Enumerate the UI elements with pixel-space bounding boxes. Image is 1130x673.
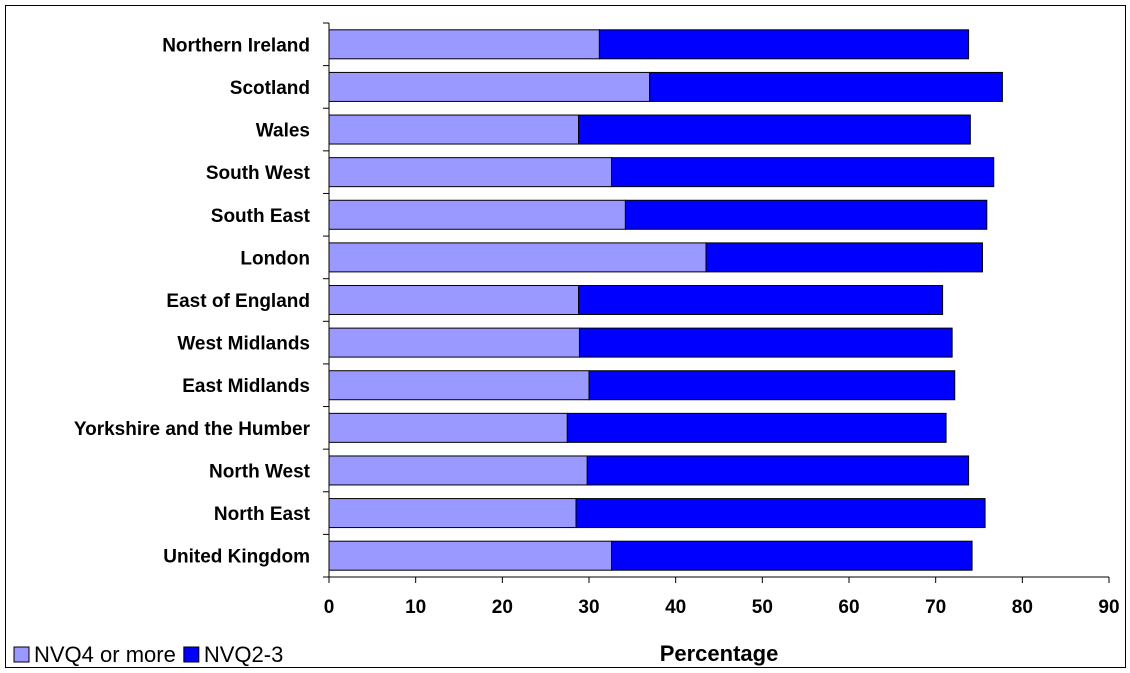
legend-swatch-nvq2-3: [183, 646, 200, 663]
x-tick-label: 20: [492, 597, 513, 618]
category-label: Northern Ireland: [162, 35, 310, 56]
bar-nvq2-3-south-west: [611, 157, 995, 188]
bar-nvq2-3-northern-ireland: [598, 29, 970, 60]
bar-nvq4-east-midlands: [328, 370, 590, 401]
bar-nvq4-scotland: [328, 71, 651, 102]
bar-nvq2-3-scotland: [649, 71, 1003, 102]
x-axis: 0 10 20 30 40 50 60 70 80 90: [323, 22, 1120, 618]
category-labels: United Kingdom North East North West Yorksh…: [74, 35, 311, 567]
bar-nvq4-yorkshire-and-the-humber: [328, 412, 568, 443]
bar-nvq4-united-kingdom: [328, 540, 613, 571]
bar-nvq2-3-north-west: [586, 455, 970, 486]
bar-nvq4-east-of-england: [328, 285, 580, 315]
bar-nvq2-3-north-east: [575, 498, 986, 529]
x-tick-label: 0: [324, 597, 335, 618]
category-label: West Midlands: [177, 334, 310, 355]
bar-nvq4-northern-ireland: [328, 29, 600, 60]
x-tick-label: 30: [578, 597, 599, 618]
x-tick-label: 40: [665, 597, 686, 618]
bar-nvq4-north-east: [328, 498, 577, 529]
bar-nvq2-3-wales: [578, 114, 971, 145]
category-label: Wales: [256, 121, 310, 142]
bar-nvq2-3-yorkshire-and-the-humber: [566, 412, 947, 443]
category-label: North West: [209, 461, 311, 482]
bar-nvq2-3-london: [705, 242, 983, 273]
bar-nvq2-3-west-midlands: [578, 327, 953, 358]
category-label: Scotland: [230, 78, 310, 99]
x-axis-title: Percentage: [660, 641, 779, 666]
bar-nvq4-north-west: [328, 455, 588, 486]
category-label: South East: [211, 206, 311, 227]
x-tick-label: 80: [1012, 597, 1033, 618]
bar-nvq2-3-south-east: [624, 199, 988, 230]
category-label: Yorkshire and the Humber: [74, 419, 311, 440]
x-tick-label: 50: [752, 597, 773, 618]
bar-nvq4-south-east: [328, 199, 626, 230]
category-label: North East: [214, 504, 311, 525]
bar-nvq2-3-east-midlands: [588, 370, 956, 401]
bar-nvq2-3-united-kingdom: [611, 540, 973, 571]
legend-label-nvq2-3: NVQ2-3: [204, 642, 283, 667]
bar-nvq4-london: [328, 242, 707, 273]
bar-nvq4-wales: [328, 114, 580, 145]
legend-swatch-nvq4: [13, 646, 30, 663]
category-label: East of England: [166, 291, 310, 312]
x-tick-label: 90: [1098, 597, 1119, 618]
bar-nvq4-south-west: [328, 157, 613, 188]
x-tick-label: 60: [838, 597, 859, 618]
category-label: United Kingdom: [163, 547, 310, 568]
category-label: East Midlands: [182, 376, 310, 397]
category-label: South West: [206, 163, 311, 184]
x-tick-label: 70: [925, 597, 946, 618]
x-tick-label: 10: [405, 597, 426, 618]
bar-nvq2-3-east-of-england: [578, 285, 944, 315]
bar-nvq4-west-midlands: [328, 327, 580, 358]
bars-layer: [328, 29, 1003, 571]
legend-label-nvq4: NVQ4 or more: [34, 642, 176, 667]
legend: NVQ4 or more NVQ2-3: [13, 642, 283, 667]
category-label: London: [240, 248, 310, 269]
